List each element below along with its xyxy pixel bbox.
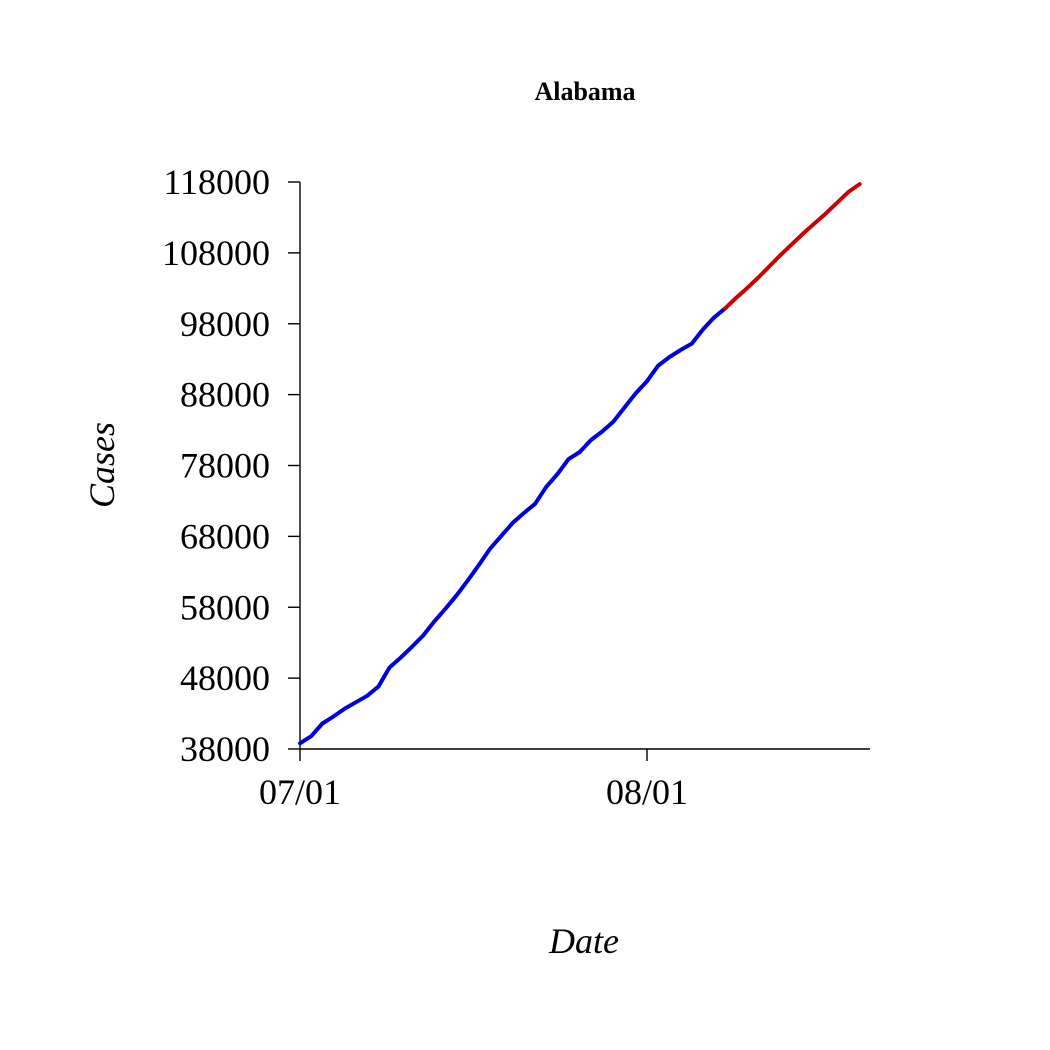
x-axis-title: Date	[548, 921, 619, 961]
y-tick-label: 78000	[180, 446, 270, 486]
y-tick-label: 108000	[162, 233, 270, 273]
y-tick-label: 68000	[180, 516, 270, 556]
y-tick-label: 58000	[180, 587, 270, 627]
y-tick-label: 38000	[180, 729, 270, 769]
chart-title: Alabama	[534, 77, 635, 106]
y-tick-label: 48000	[180, 658, 270, 698]
series-line-1	[298, 306, 728, 746]
x-tick-label: 07/01	[259, 772, 341, 812]
y-tick-label: 98000	[180, 304, 270, 344]
y-tick-label: 118000	[163, 162, 270, 202]
x-tick-label: 08/01	[606, 772, 688, 812]
series-line-2	[723, 182, 862, 311]
plot-area: 38000 48000 58000 68000 78000 88000 98000 10800…	[162, 162, 870, 812]
y-tick-label: 88000	[180, 375, 270, 415]
y-axis-title: Cases	[82, 422, 122, 508]
